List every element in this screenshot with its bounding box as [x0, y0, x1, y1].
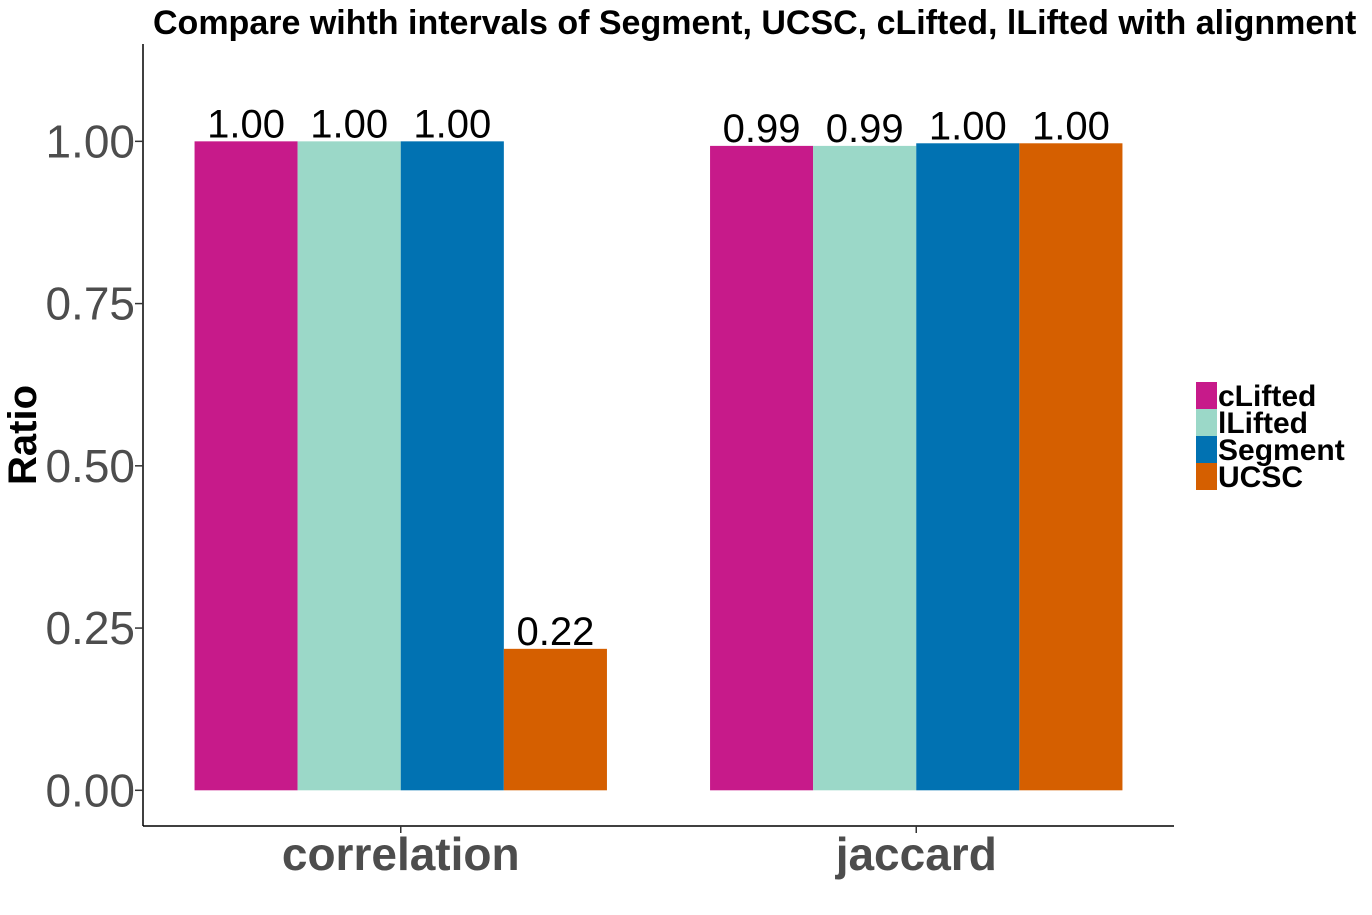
data-label: 1.00 [207, 102, 285, 146]
y-tick-label: 0.25 [45, 602, 135, 654]
data-label: 0.99 [723, 107, 801, 151]
legend-key-clifted [1196, 382, 1217, 409]
bar-segment-jaccard [916, 143, 1020, 791]
legend-key-segment [1196, 436, 1217, 463]
legend-key-llifted [1196, 409, 1217, 436]
y-axis-label: Ratio [1, 385, 45, 485]
y-tick-label: 0.50 [45, 440, 135, 492]
y-tick-label: 0.00 [45, 764, 135, 816]
y-tick-label: 1.00 [45, 115, 135, 167]
data-label: 1.00 [929, 104, 1007, 148]
data-label: 0.99 [826, 107, 904, 151]
bar-clifted-jaccard [710, 145, 814, 791]
chart-title: Compare wihth intervals of Segment, UCSC… [153, 4, 1356, 42]
data-label: 1.00 [310, 102, 388, 146]
data-label: 1.00 [1032, 104, 1110, 148]
y-tick-label: 0.75 [45, 278, 135, 330]
data-label: 1.00 [413, 102, 491, 146]
bar-clifted-correlation [194, 141, 298, 791]
bar-segment-correlation [400, 141, 504, 791]
x-tick-label: correlation [282, 828, 520, 880]
legend-label: lLifted [1218, 407, 1308, 440]
legend-label: cLifted [1218, 380, 1316, 413]
x-tick-label: jaccard [835, 828, 997, 880]
data-label: 0.22 [516, 610, 594, 654]
legend-label: UCSC [1218, 461, 1303, 494]
bar-ucsc-correlation [503, 648, 607, 791]
legend-key-ucsc [1196, 463, 1217, 490]
plot-area: 0.00 0.25 0.50 0.75 1.00 1.00 1.00 1.00 0.22 corr… [45, 44, 1174, 880]
bar-llifted-correlation [297, 141, 401, 791]
legend-label: Segment [1218, 434, 1345, 467]
bar-ucsc-jaccard [1019, 143, 1123, 791]
bar-llifted-jaccard [813, 145, 917, 791]
